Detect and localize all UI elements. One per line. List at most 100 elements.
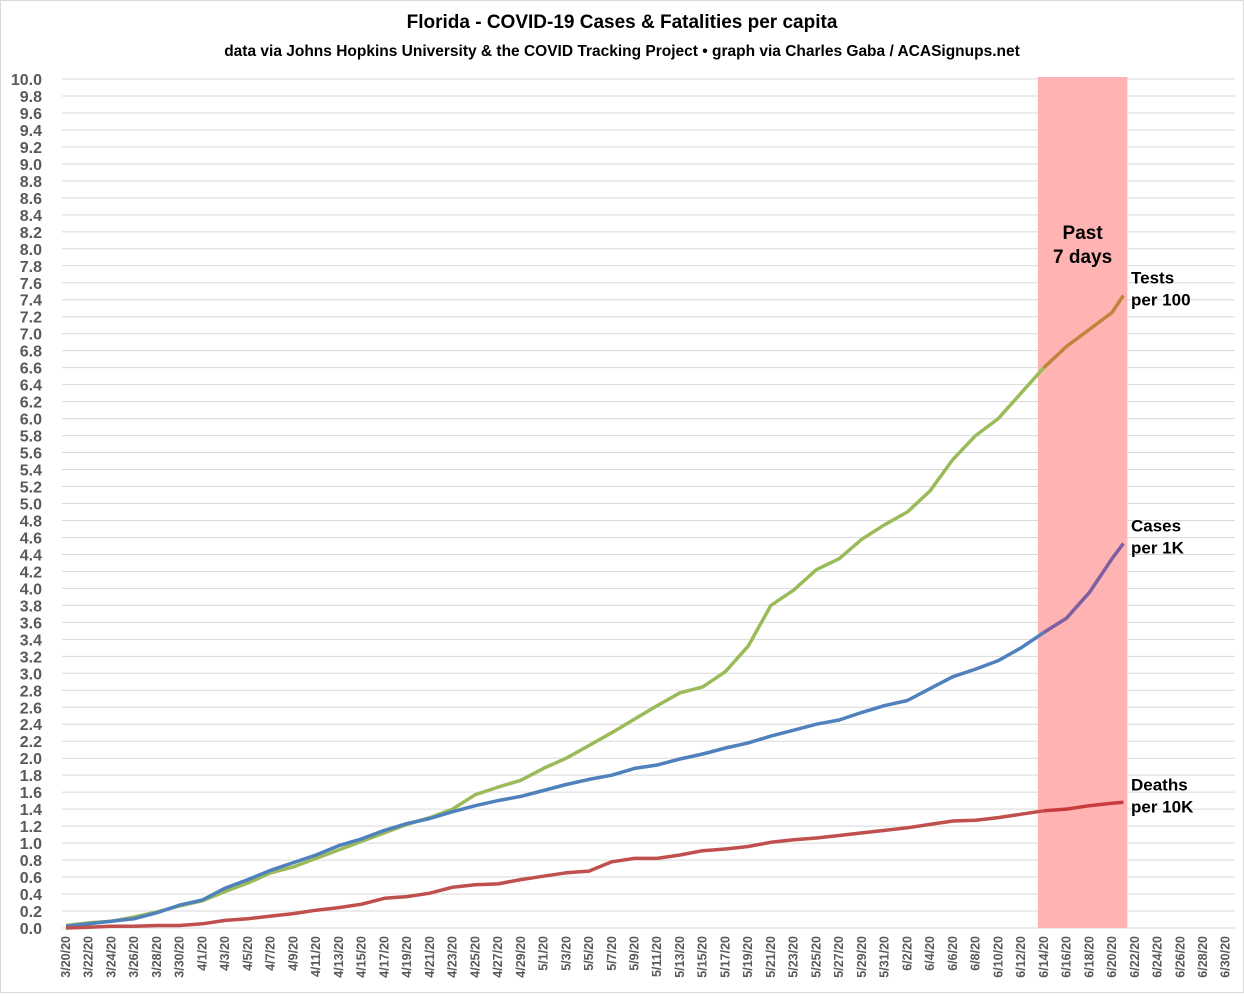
x-tick-label: 6/8/20	[969, 936, 983, 971]
y-tick-label: 9.2	[20, 140, 42, 157]
y-tick-label: 0.4	[20, 887, 42, 904]
x-tick-label: 6/20/20	[1105, 936, 1119, 978]
y-tick-label: 1.6	[20, 785, 42, 802]
y-tick-label: 6.0	[20, 412, 42, 429]
highlight-region: Past 7 days	[1037, 77, 1128, 928]
highlight-label: Past	[1063, 223, 1104, 244]
y-tick-label: 6.8	[20, 344, 42, 361]
x-tick-label: 4/3/20	[218, 936, 232, 971]
y-tick-label: 7.4	[20, 293, 42, 310]
y-tick-label: 6.2	[20, 395, 42, 412]
x-tick-label: 4/11/20	[309, 936, 323, 977]
y-tick-label: 7.2	[20, 310, 42, 327]
series-label: Tests	[1131, 268, 1174, 287]
x-tick-label: 5/5/20	[582, 936, 596, 971]
x-tick-label: 4/5/20	[241, 936, 255, 971]
x-tick-label: 6/14/20	[1037, 936, 1051, 978]
x-tick-label: 5/25/20	[809, 936, 823, 978]
x-tick-label: 4/9/20	[286, 936, 300, 971]
y-tick-label: 4.8	[20, 513, 42, 530]
y-tick-label: 5.4	[20, 463, 42, 480]
y-tick-label: 0.0	[20, 921, 42, 938]
x-tick-label: 4/29/20	[514, 936, 528, 978]
x-tick-label: 4/13/20	[332, 936, 346, 978]
y-tick-label: 2.2	[20, 734, 42, 751]
series-label: Deaths	[1131, 775, 1188, 794]
x-tick-label: 5/21/20	[764, 936, 778, 978]
y-tick-label: 8.2	[20, 225, 42, 242]
y-tick-label: 9.8	[20, 89, 42, 106]
y-tick-label: 3.0	[20, 666, 42, 683]
series-line	[65, 809, 1045, 930]
y-tick-label: 4.6	[20, 530, 42, 547]
x-tick-label: 4/1/20	[195, 936, 209, 971]
y-tick-label: 4.2	[20, 564, 42, 581]
series-label: per 100	[1131, 290, 1191, 309]
y-tick-label: 1.4	[20, 802, 42, 819]
y-tick-label: 8.4	[20, 208, 42, 225]
y-tick-label: 1.0	[20, 836, 42, 853]
y-tick-label: 2.4	[20, 717, 42, 734]
y-tick-label: 8.8	[20, 174, 42, 191]
y-tick-label: 1.2	[20, 819, 42, 836]
series-label: per 10K	[1131, 797, 1194, 816]
x-tick-label: 4/7/20	[264, 936, 278, 971]
series-line	[65, 631, 1045, 929]
series-line-recent	[1042, 542, 1125, 634]
y-tick-label: 2.0	[20, 751, 42, 768]
x-tick-label: 6/18/20	[1082, 936, 1096, 978]
x-tick-label: 5/29/20	[855, 936, 869, 978]
x-tick-label: 3/26/20	[127, 936, 141, 978]
y-tick-label: 7.6	[20, 276, 42, 293]
x-tick-label: 3/30/20	[173, 936, 187, 978]
series-line-recent	[1042, 294, 1125, 369]
y-tick-label: 3.2	[20, 649, 42, 666]
x-tick-label: 4/23/20	[446, 936, 460, 978]
x-tick-label: 4/19/20	[400, 936, 414, 978]
x-tick-label: 5/31/20	[878, 936, 892, 978]
x-tick-label: 5/11/20	[650, 936, 664, 977]
y-tick-label: 4.0	[20, 581, 42, 598]
x-tick-label: 4/27/20	[491, 936, 505, 978]
y-tick-label: 3.6	[20, 615, 42, 632]
x-tick-label: 5/27/20	[832, 936, 846, 978]
y-tick-label: 5.2	[20, 480, 42, 497]
x-tick-label: 3/20/20	[59, 936, 73, 978]
y-axis-labels: 0.00.20.40.60.81.01.21.41.61.82.02.22.42…	[11, 72, 42, 938]
y-tick-label: 7.8	[20, 259, 42, 276]
series-lines	[65, 294, 1125, 930]
x-tick-label: 4/25/20	[468, 936, 482, 978]
series-label: Cases	[1131, 516, 1181, 535]
x-tick-label: 5/7/20	[605, 936, 619, 971]
x-tick-label: 6/26/20	[1173, 936, 1187, 978]
y-tick-label: 10.0	[11, 72, 42, 89]
y-tick-label: 6.4	[20, 378, 42, 395]
y-tick-label: 0.8	[20, 853, 42, 870]
x-tick-label: 6/4/20	[923, 936, 937, 971]
chart-subtitle: data via Johns Hopkins University & the …	[224, 43, 1020, 60]
chart-title: Florida - COVID-19 Cases & Fatalities pe…	[407, 12, 838, 33]
x-tick-label: 4/17/20	[377, 936, 391, 978]
highlight-rect	[1037, 77, 1128, 928]
y-tick-label: 9.6	[20, 106, 42, 123]
y-tick-label: 5.0	[20, 497, 42, 514]
y-tick-label: 8.0	[20, 242, 42, 259]
y-tick-label: 6.6	[20, 361, 42, 378]
x-tick-label: 5/1/20	[537, 936, 551, 971]
y-tick-label: 2.6	[20, 700, 42, 717]
y-tick-label: 7.0	[20, 327, 42, 344]
x-tick-label: 5/17/20	[718, 936, 732, 978]
series-line-recent	[1043, 800, 1124, 813]
x-tick-label: 5/9/20	[628, 936, 642, 971]
y-tick-label: 5.6	[20, 446, 42, 463]
highlight-label: 7 days	[1053, 247, 1112, 268]
x-tick-label: 5/19/20	[741, 936, 755, 978]
x-tick-label: 5/23/20	[787, 936, 801, 978]
x-tick-label: 6/12/20	[1014, 936, 1028, 978]
series-line	[65, 366, 1046, 928]
y-tick-label: 3.8	[20, 598, 42, 615]
x-tick-label: 6/2/20	[900, 936, 914, 971]
x-tick-label: 6/24/20	[1151, 936, 1165, 978]
